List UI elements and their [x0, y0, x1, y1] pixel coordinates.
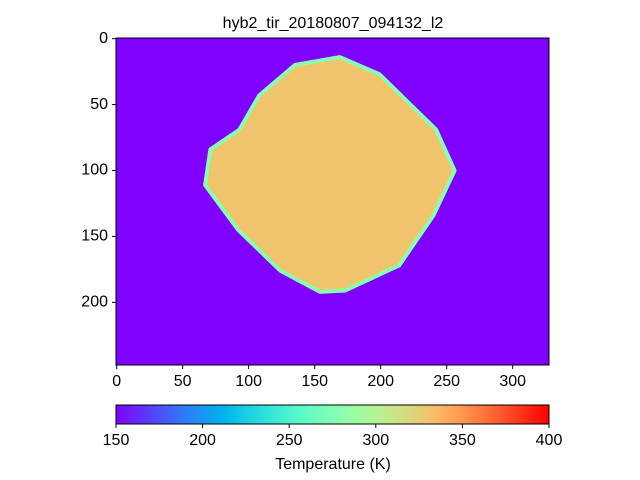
- y-tick-label: 50: [90, 96, 108, 113]
- x-tick-label: 300: [499, 373, 526, 390]
- chart-title: hyb2_tir_20180807_094132_l2: [223, 15, 444, 32]
- x-tick-label: 150: [301, 373, 328, 390]
- colorbar-tick-label: 250: [276, 432, 303, 449]
- colorbar-tick-label: 150: [103, 432, 130, 449]
- colorbar-label: Temperature (K): [275, 456, 391, 473]
- x-tick-label: 0: [112, 373, 121, 390]
- colorbar-tick-label: 200: [189, 432, 216, 449]
- y-tick-label: 0: [99, 30, 108, 47]
- axes-frame: [115, 37, 550, 366]
- x-tick-label: 50: [174, 373, 192, 390]
- y-tick-label: 100: [81, 162, 108, 179]
- colorbar-tick-label: 300: [362, 432, 389, 449]
- colorbar-tick-label: 350: [449, 432, 476, 449]
- y-tick-label: 200: [81, 294, 108, 311]
- x-tick-label: 250: [433, 373, 460, 390]
- x-tick-label: 100: [235, 373, 262, 390]
- colorbar: [115, 404, 550, 425]
- region: [203, 55, 457, 294]
- x-tick-label: 200: [367, 373, 394, 390]
- colorbar-tick-label: 400: [536, 432, 563, 449]
- y-tick-label: 150: [81, 228, 108, 245]
